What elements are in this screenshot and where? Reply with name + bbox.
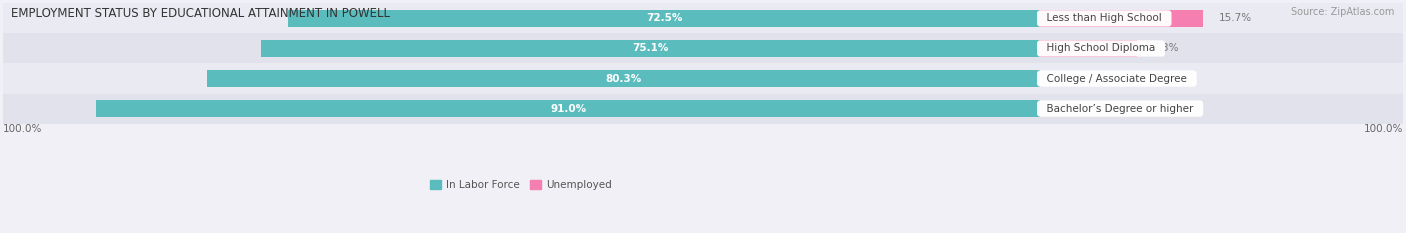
Text: 0.0%: 0.0% <box>1056 74 1083 83</box>
Text: Source: ZipAtlas.com: Source: ZipAtlas.com <box>1291 7 1395 17</box>
Bar <box>3 3 1406 33</box>
Bar <box>1040 10 1204 27</box>
Text: Less than High School: Less than High School <box>1040 14 1168 23</box>
Text: Bachelor’s Degree or higher: Bachelor’s Degree or higher <box>1040 103 1199 113</box>
Text: 0.0%: 0.0% <box>1056 103 1083 113</box>
Text: 72.5%: 72.5% <box>645 14 682 23</box>
Bar <box>3 33 1406 63</box>
Text: EMPLOYMENT STATUS BY EDUCATIONAL ATTAINMENT IN POWELL: EMPLOYMENT STATUS BY EDUCATIONAL ATTAINM… <box>11 7 391 20</box>
Bar <box>207 70 1040 87</box>
Text: College / Associate Degree: College / Associate Degree <box>1040 74 1194 83</box>
Text: 100.0%: 100.0% <box>1364 124 1403 134</box>
Text: 91.0%: 91.0% <box>550 103 586 113</box>
Bar <box>3 63 1406 93</box>
Bar <box>288 10 1040 27</box>
Bar <box>96 100 1040 117</box>
Bar <box>3 93 1406 123</box>
Bar <box>1040 40 1136 57</box>
Text: 100.0%: 100.0% <box>3 124 42 134</box>
Text: 75.1%: 75.1% <box>633 44 669 53</box>
Legend: In Labor Force, Unemployed: In Labor Force, Unemployed <box>426 176 616 194</box>
Bar <box>262 40 1040 57</box>
Text: 80.3%: 80.3% <box>606 74 641 83</box>
Text: 15.7%: 15.7% <box>1219 14 1251 23</box>
Text: 9.3%: 9.3% <box>1152 44 1178 53</box>
Text: High School Diploma: High School Diploma <box>1040 44 1161 53</box>
